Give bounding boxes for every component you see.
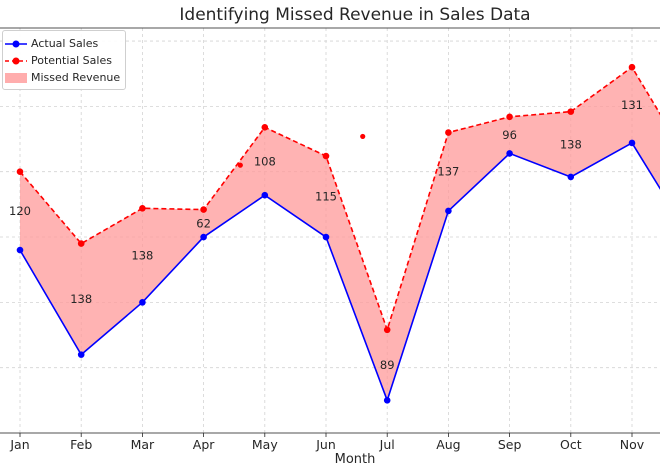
- legend-item-potential-sales: Potential Sales: [3, 53, 125, 69]
- stray-point: [237, 162, 243, 168]
- x-tick-label-jun: Jun: [315, 437, 336, 452]
- annotation-apr: 62: [196, 216, 211, 230]
- x-axis: JanFebMarAprMayJunJulAugSepOctNovDec: [9, 433, 645, 452]
- point-actual-feb: [77, 351, 85, 358]
- x-tick-label-nov: Nov: [620, 437, 645, 452]
- x-tick-label-jan: Jan: [9, 437, 29, 452]
- annotation-sep: 96: [502, 128, 517, 142]
- annotation-nov: 131: [621, 98, 643, 112]
- series-lines: [19, 66, 660, 403]
- point-actual-may: [261, 191, 269, 199]
- legend-item-missed-revenue: Missed Revenue: [3, 70, 125, 86]
- x-tick-label-oct: Oct: [560, 437, 582, 452]
- point-potential-may: [261, 123, 269, 131]
- legend: Actual Sales Potential Sales Missed Reve…: [2, 30, 126, 90]
- annotation-jul: 89: [380, 358, 395, 372]
- point-potential-jun: [322, 152, 330, 160]
- point-actual-jun: [322, 233, 330, 241]
- point-actual-jan: [16, 246, 24, 254]
- point-potential-jan: [16, 168, 24, 176]
- x-tick-label-feb: Feb: [70, 437, 92, 452]
- point-potential-nov: [628, 63, 636, 71]
- legend-swatch-actual: [5, 40, 27, 48]
- legend-label-potential-sales: Potential Sales: [31, 54, 112, 67]
- x-tick-label-sep: Sep: [498, 437, 522, 452]
- series-line-potential-sales: [19, 66, 660, 333]
- point-potential-apr: [200, 206, 207, 213]
- x-axis-label: Month: [334, 452, 376, 467]
- legend-swatch-missed: [5, 73, 27, 83]
- annotations: 120 138 138 62 108 115 89 137 96 138 131: [9, 98, 643, 372]
- point-actual-nov: [628, 139, 636, 147]
- annotation-may: 108: [254, 154, 276, 168]
- point-actual-apr: [200, 233, 207, 241]
- legend-swatch-potential: [5, 57, 27, 65]
- point-potential-sep: [506, 113, 513, 121]
- missed-revenue-area: [20, 67, 660, 401]
- x-tick-label-mar: Mar: [131, 437, 155, 452]
- point-actual-oct: [567, 173, 575, 181]
- point-potential-jul: [383, 326, 391, 334]
- legend-item-actual-sales: Actual Sales: [3, 36, 125, 52]
- x-tick-label-may: May: [252, 437, 278, 452]
- point-potential-oct: [567, 108, 575, 115]
- point-actual-aug: [445, 207, 452, 215]
- annotation-oct: 138: [560, 137, 582, 151]
- plot-frame: [0, 27, 660, 434]
- series-points: [16, 63, 636, 404]
- annotation-aug: 137: [437, 165, 459, 179]
- annotation-jan: 120: [9, 204, 31, 218]
- x-tick-label-jul: Jul: [379, 437, 395, 452]
- point-potential-aug: [445, 129, 452, 136]
- point-potential-feb: [77, 240, 85, 247]
- annotation-mar: 138: [131, 248, 153, 262]
- chart-title: Identifying Missed Revenue in Sales Data: [179, 5, 531, 25]
- point-actual-sep: [506, 150, 513, 157]
- point-actual-jul: [383, 397, 391, 404]
- series-line-actual-sales: [19, 141, 660, 403]
- stray-point: [360, 133, 366, 140]
- missed-revenue-fill: [20, 67, 660, 401]
- legend-label-actual-sales: Actual Sales: [31, 37, 99, 50]
- point-potential-mar: [139, 204, 146, 212]
- x-tick-label-aug: Aug: [436, 437, 460, 452]
- point-actual-mar: [139, 299, 146, 306]
- annotation-feb: 138: [70, 292, 92, 306]
- annotation-jun: 115: [315, 190, 337, 204]
- x-tick-label-apr: Apr: [193, 437, 215, 452]
- legend-label-missed-revenue: Missed Revenue: [31, 71, 121, 84]
